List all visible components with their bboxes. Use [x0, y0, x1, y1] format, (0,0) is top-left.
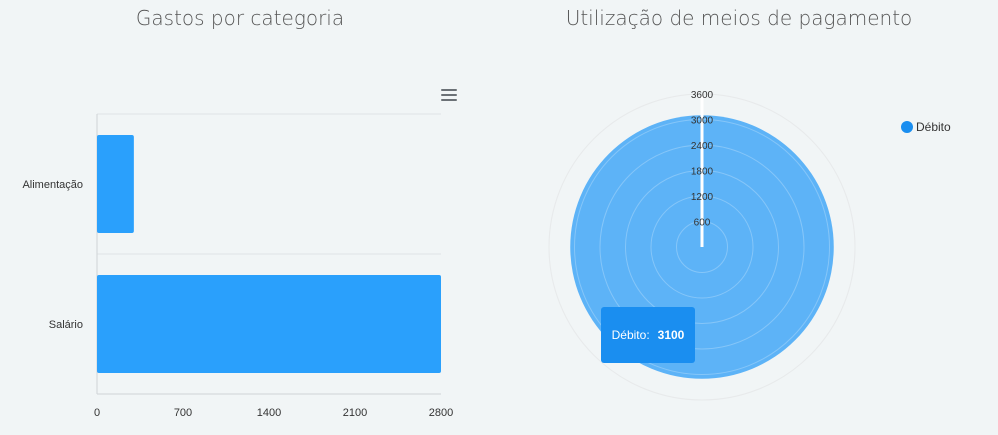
- x-tick-label: 1400: [257, 407, 281, 419]
- radial-tick-label: 600: [694, 218, 711, 229]
- tooltip-value: 3100: [657, 328, 685, 342]
- radial-tick-label: 1200: [691, 192, 714, 203]
- x-tick-label: 700: [174, 407, 192, 419]
- legend-item-debito[interactable]: Débito: [901, 120, 951, 134]
- radial-gridline: [548, 93, 856, 401]
- x-tick-label: 2800: [429, 407, 453, 419]
- polar-chart-panel: Utilização de meios de pagamento 600 1200…: [480, 0, 998, 435]
- menu-line: [441, 99, 457, 101]
- radial-tick-label: 3600: [691, 90, 714, 101]
- legend-dot-icon: [901, 121, 913, 133]
- bar-chart-title: Gastos por categoria: [135, 6, 345, 30]
- x-tick-label: 0: [94, 407, 100, 419]
- radial-tick-label: 2400: [691, 141, 714, 152]
- radial-tick-label: 3000: [691, 116, 714, 127]
- bar[interactable]: [97, 275, 441, 373]
- bar-chart-svg: Alimentação Salário 0 700 1400 2100 2800: [22, 113, 453, 419]
- radial-tick-label: 1800: [691, 167, 714, 178]
- category-label: Salário: [49, 319, 83, 331]
- hamburger-menu-icon[interactable]: [441, 89, 457, 103]
- bar[interactable]: [97, 135, 134, 233]
- polar-chart-svg: 600 1200 1800 2400 3000 3600: [548, 90, 856, 401]
- polar-chart-title: Utilização de meios de pagamento: [565, 6, 913, 30]
- bar-chart-panel: Gastos por categoria Alimentação Salário 0…: [0, 0, 480, 435]
- menu-line: [441, 89, 457, 91]
- tooltip-label: Débito:: [611, 328, 650, 342]
- menu-line: [441, 94, 457, 96]
- x-tick-label: 2100: [343, 407, 367, 419]
- data-tooltip: Débito: 3100: [601, 307, 695, 363]
- category-label: Alimentação: [22, 179, 83, 191]
- legend-label: Débito: [916, 120, 951, 134]
- radial-gridline: [548, 93, 856, 401]
